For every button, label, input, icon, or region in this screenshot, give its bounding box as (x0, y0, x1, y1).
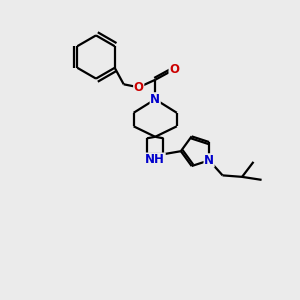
Text: O: O (134, 81, 144, 94)
Text: O: O (169, 63, 179, 76)
Text: N: N (150, 93, 160, 106)
Text: N: N (204, 154, 214, 167)
Text: NH: NH (145, 153, 165, 166)
